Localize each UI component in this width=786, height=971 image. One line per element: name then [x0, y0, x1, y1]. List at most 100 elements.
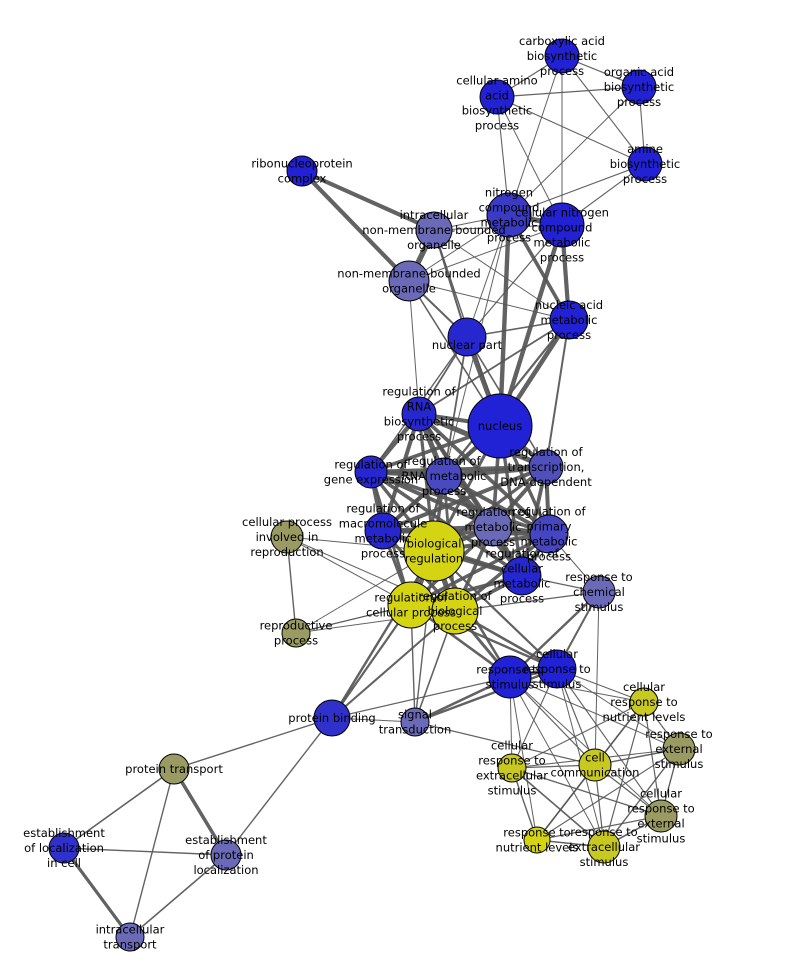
graph-node-regulation-of-transcription-dna-dependent[interactable] — [528, 449, 564, 485]
graph-edge — [511, 767, 605, 848]
graph-edge — [331, 676, 511, 719]
node-label-response-to-nutrient-levels: response to nutrient levels — [496, 825, 579, 854]
graph-edge — [466, 224, 563, 338]
graph-node-signal-transduction[interactable] — [400, 707, 430, 737]
node-label-establishment-of-localization-in-cell: establishment of localization in cell — [23, 826, 105, 870]
node-label-signal-transduction: signal transduction — [379, 707, 452, 736]
node-label-response-to-external-stimulus: response to external stimulus — [645, 727, 712, 771]
graph-edge — [63, 768, 175, 849]
node-label-cellular-response-to-external-stimulus: cellular response to external stimulus — [627, 786, 694, 845]
graph-node-regulation-of-primary-metabolic-process[interactable] — [529, 514, 569, 554]
node-label-regulation-of-cellular-process: regulation of cellular process — [366, 590, 456, 619]
graph-edge — [173, 717, 333, 770]
graph-node-regulation-of-rna-biosynthetic-process[interactable] — [401, 396, 437, 432]
graph-node-cellular-response-to-nutrient-levels[interactable] — [629, 687, 659, 717]
node-label-cellular-nitrogen-compound-metabolic-process: cellular nitrogen compound metabolic proces… — [515, 205, 609, 264]
node-label-regulation-of-cellular-metabolic-process: regulation of cellular metabolic process — [485, 546, 559, 605]
graph-node-establishment-of-protein-localization[interactable] — [210, 839, 242, 871]
graph-edge — [643, 701, 662, 817]
graph-node-cellular-response-to-stimulus[interactable] — [537, 649, 577, 689]
graph-edge — [443, 336, 468, 477]
graph-edge — [496, 96, 646, 165]
graph-node-cellular-response-to-external-stimulus[interactable] — [644, 799, 678, 833]
node-label-regulation-of-metabolic-process: regulation of metabolic process — [456, 505, 530, 549]
graph-node-nucleus[interactable] — [467, 393, 533, 459]
graph-node-organic-acid-biosynthetic-process[interactable] — [621, 69, 657, 105]
graph-node-carboxylic-acid-biosynthetic-process[interactable] — [544, 38, 580, 74]
node-label-establishment-of-protein-localization: establishment of protein localization — [185, 833, 267, 877]
graph-node-response-to-stimulus[interactable] — [488, 655, 532, 699]
graph-node-nuclear-part[interactable] — [447, 317, 487, 357]
graph-node-regulation-of-metabolic-process[interactable] — [473, 507, 513, 547]
graph-edge — [414, 721, 596, 766]
node-label-cellular-response-to-extracellular-stimulus: cellular response to extracellular stimulus — [476, 738, 548, 797]
graph-node-response-to-nutrient-levels[interactable] — [523, 826, 551, 854]
graph-edge — [433, 229, 570, 321]
graph-edge — [545, 319, 570, 468]
graph-edge — [508, 163, 646, 216]
node-label-nitrogen-compound-metabolic-process: nitrogen compound metabolic process — [479, 185, 540, 244]
graph-edge — [497, 214, 512, 427]
graph-edge — [509, 676, 645, 703]
graph-node-nitrogen-compound-metabolic-process[interactable] — [486, 192, 532, 238]
graph-node-regulation-of-cellular-metabolic-process[interactable] — [502, 556, 542, 596]
graph-node-intracellular-non-membrane-bounded-organelle[interactable] — [415, 211, 453, 249]
node-label-cellular-response-to-stimulus: cellular response to stimulus — [523, 647, 590, 691]
graph-edge — [561, 55, 646, 165]
graph-edge — [408, 224, 563, 282]
graph-node-cellular-nitrogen-compound-metabolic-process[interactable] — [539, 202, 585, 248]
node-label-ribonucleoprotein-complex: ribonucleoprotein complex — [251, 156, 352, 185]
graph-node-protein-binding[interactable] — [313, 699, 351, 737]
graph-edge — [603, 701, 645, 848]
graph-node-non-membrane-bounded-organelle[interactable] — [388, 260, 430, 302]
graph-node-cellular-amino-acid-biosynthetic-process[interactable] — [479, 79, 515, 115]
node-label-response-to-extracellular-stimulus: response to extracellular stimulus — [568, 825, 640, 869]
graph-node-regulation-of-gene-expression[interactable] — [354, 455, 388, 489]
graph-node-cellular-process-involved-in-reproduction[interactable] — [270, 520, 304, 554]
graph-node-regulation-of-biological-process[interactable] — [431, 587, 479, 635]
node-label-intracellular-non-membrane-bounded-organelle: intracellular non-membrane-bounded organel… — [362, 208, 505, 252]
graph-node-protein-transport[interactable] — [158, 753, 190, 785]
graph-node-nucleic-acid-metabolic-process[interactable] — [549, 300, 589, 340]
graph-node-cellular-response-to-extracellular-stimulus[interactable] — [497, 753, 527, 783]
graph-edge — [330, 550, 436, 719]
graph-edge — [301, 169, 435, 232]
graph-node-reproductive-process[interactable] — [281, 618, 311, 648]
graph-edge — [496, 86, 640, 98]
graph-edge — [129, 854, 227, 938]
node-label-biological-regulation: biological regulation — [405, 536, 463, 565]
graph-edge — [300, 169, 411, 283]
graph-edge — [63, 847, 227, 856]
node-label-regulation-of-rna-metabolic-process: regulation of RNA metabolic process — [402, 454, 487, 498]
graph-edge — [508, 86, 640, 216]
graph-node-amine-biosynthetic-process[interactable] — [627, 146, 663, 182]
graph-node-response-to-external-stimulus[interactable] — [662, 732, 696, 766]
node-label-protein-binding: protein binding — [288, 711, 375, 725]
node-label-intracellular-transport: intracellular transport — [96, 922, 165, 951]
graph-node-cell-communication[interactable] — [578, 748, 612, 782]
graph-edge — [536, 815, 662, 841]
graph-edge — [511, 767, 662, 817]
graph-edge — [410, 532, 550, 607]
graph-node-intracellular-transport[interactable] — [115, 922, 145, 952]
graph-edge — [418, 319, 570, 415]
node-label-carboxylic-acid-biosynthetic-process: carboxylic acid biosynthetic process — [519, 34, 605, 78]
graph-node-regulation-of-macromolecule-metabolic-process[interactable] — [364, 512, 402, 550]
graph-node-biological-regulation[interactable] — [403, 520, 465, 582]
graph-edge — [408, 280, 420, 415]
graph-node-ribonucleoprotein-complex[interactable] — [286, 155, 318, 187]
graph-node-response-to-chemical-stimulus[interactable] — [582, 575, 616, 609]
graph-edge — [370, 470, 494, 529]
graph-edge — [408, 280, 570, 321]
graph-node-response-to-extracellular-stimulus[interactable] — [587, 830, 621, 864]
node-label-regulation-of-primary-metabolic-process: regulation of primary metabolic process — [512, 504, 586, 563]
graph-edge — [508, 55, 563, 216]
graph-node-regulation-of-rna-metabolic-process[interactable] — [425, 457, 463, 495]
node-label-nucleus: nucleus — [478, 419, 522, 433]
graph-edge — [286, 536, 412, 606]
graph-node-establishment-of-localization-in-cell[interactable] — [48, 832, 80, 864]
node-label-response-to-chemical-stimulus: response to chemical stimulus — [565, 570, 632, 614]
graph-edge — [496, 96, 563, 226]
